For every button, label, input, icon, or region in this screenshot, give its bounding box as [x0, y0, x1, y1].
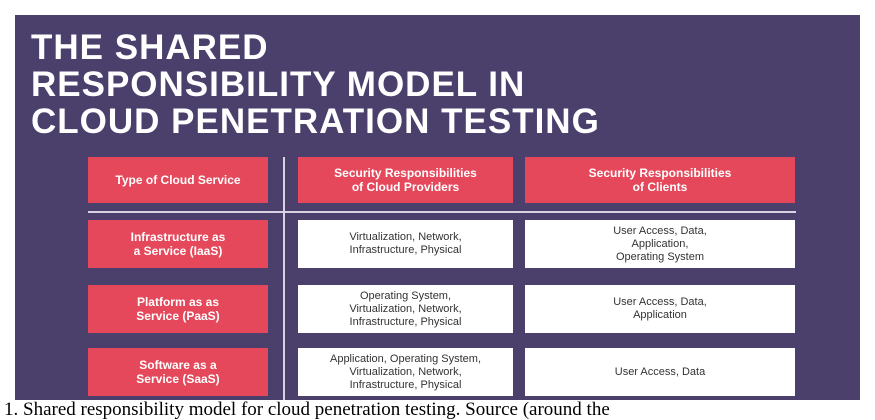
table-cell: Infrastructure as a Service (IaaS) [88, 220, 268, 268]
table-cell: Software as a Service (SaaS) [88, 348, 268, 396]
divider [283, 157, 285, 400]
table-cell: Security Responsibilities of Clients [525, 157, 795, 203]
table-cell: Platform as as Service (PaaS) [88, 285, 268, 333]
table-cell: Application, Operating System, Virtualiz… [298, 348, 513, 396]
title: THE SHARED RESPONSIBILITY MODEL IN CLOUD… [31, 28, 600, 141]
table-cell: Type of Cloud Service [88, 157, 268, 203]
table-cell: User Access, Data [525, 348, 795, 396]
infographic: THE SHARED RESPONSIBILITY MODEL IN CLOUD… [15, 15, 860, 400]
table-cell: Operating System, Virtualization, Networ… [298, 285, 513, 333]
table-cell: User Access, Data, Application, Operatin… [525, 220, 795, 268]
table-cell: Security Responsibilities of Cloud Provi… [298, 157, 513, 203]
divider [88, 211, 796, 213]
table-cell: User Access, Data, Application [525, 285, 795, 333]
table-cell: Virtualization, Network, Infrastructure,… [298, 220, 513, 268]
caption: 1. Shared responsibility model for cloud… [4, 399, 610, 420]
